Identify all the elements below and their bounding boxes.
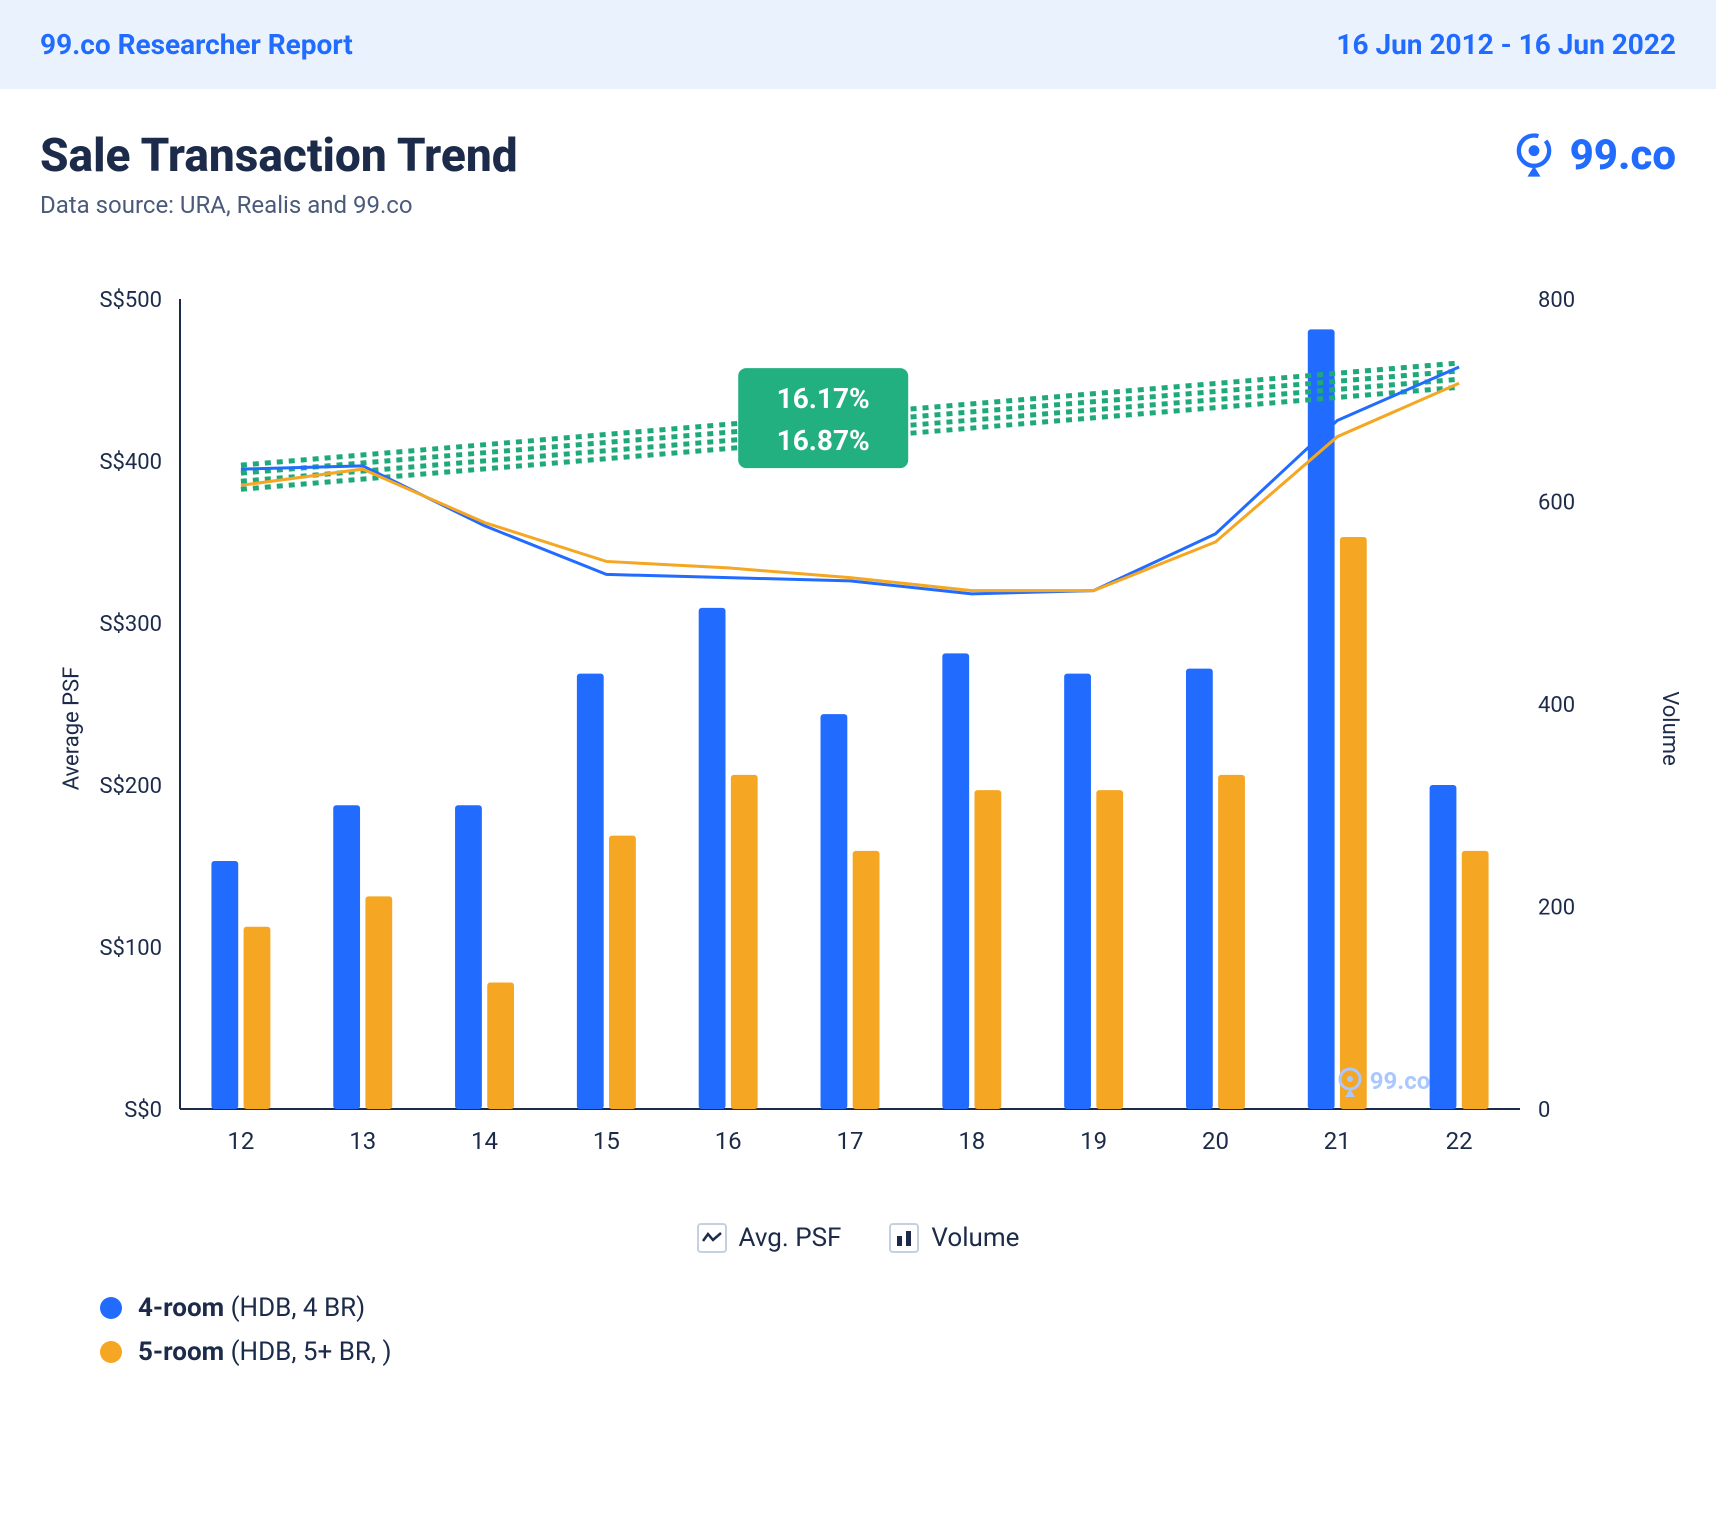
legend-avg-psf-label: Avg. PSF	[739, 1223, 842, 1253]
svg-text:22: 22	[1446, 1127, 1473, 1155]
svg-text:21: 21	[1324, 1127, 1351, 1155]
bar	[853, 851, 880, 1109]
legend-volume: Volume	[889, 1223, 1019, 1253]
chart-type-legend: Avg. PSF Volume	[0, 1203, 1716, 1293]
series-4room-detail: (HDB, 4 BR)	[231, 1293, 366, 1323]
svg-text:20: 20	[1202, 1127, 1229, 1155]
bar	[731, 775, 758, 1109]
svg-text:800: 800	[1538, 288, 1575, 313]
svg-text:17: 17	[837, 1127, 864, 1155]
bar	[974, 790, 1001, 1109]
svg-text:13: 13	[349, 1127, 376, 1155]
title-row: Sale Transaction Trend Data source: URA,…	[0, 89, 1716, 229]
bar	[942, 653, 969, 1109]
series-5room-dot	[100, 1341, 122, 1363]
bar	[1186, 669, 1213, 1109]
page-title: Sale Transaction Trend	[40, 129, 518, 183]
bar	[1096, 790, 1123, 1109]
trend-label: 16.87%	[777, 424, 870, 457]
chart-container: Average PSF Volume S$0 S$100 S$200 S$300 S$4…	[0, 229, 1716, 1203]
watermark: 99.co	[1370, 1067, 1431, 1095]
y-axis-right-label: Volume	[1656, 691, 1681, 766]
sale-trend-chart: S$0 S$100 S$200 S$300 S$400 S$500 0 200 400 600 80…	[40, 279, 1640, 1179]
series-legend: 4-room (HDB, 4 BR) 5-room (HDB, 5+ BR, )	[0, 1293, 1716, 1441]
legend-volume-label: Volume	[931, 1223, 1019, 1253]
svg-text:400: 400	[1538, 693, 1575, 718]
banner-date-range: 16 Jun 2012 - 16 Jun 2022	[1336, 28, 1676, 61]
bar	[365, 896, 392, 1109]
bar	[1218, 775, 1245, 1109]
svg-text:S$0: S$0	[124, 1098, 162, 1123]
svg-text:S$100: S$100	[99, 936, 162, 961]
svg-text:19: 19	[1080, 1127, 1107, 1155]
title-block: Sale Transaction Trend Data source: URA,…	[40, 129, 518, 219]
svg-text:S$200: S$200	[99, 774, 162, 799]
brand-logo: 99.co	[1508, 129, 1676, 181]
bar-icon	[889, 1223, 919, 1253]
bar	[1308, 329, 1335, 1109]
bar	[244, 927, 271, 1109]
series-4room-dot	[100, 1297, 122, 1319]
bar	[821, 714, 848, 1109]
series-4room-name: 4-room	[138, 1293, 224, 1323]
bar	[609, 836, 636, 1109]
svg-text:S$300: S$300	[99, 612, 162, 637]
svg-text:S$500: S$500	[99, 288, 162, 313]
bar	[1430, 785, 1457, 1109]
bar	[211, 861, 238, 1109]
svg-text:S$400: S$400	[99, 450, 162, 475]
svg-text:0: 0	[1538, 1098, 1550, 1123]
data-source: Data source: URA, Realis and 99.co	[40, 191, 518, 219]
trend-label: 16.17%	[777, 382, 870, 415]
y-axis-left-label: Average PSF	[59, 667, 84, 791]
series-5room-name: 5-room	[138, 1337, 224, 1367]
line-icon	[697, 1223, 727, 1253]
svg-text:600: 600	[1538, 491, 1575, 516]
report-banner: 99.co Researcher Report 16 Jun 2012 - 16…	[0, 0, 1716, 89]
series-5room-detail: (HDB, 5+ BR, )	[231, 1337, 392, 1367]
svg-text:14: 14	[471, 1127, 498, 1155]
legend-avg-psf: Avg. PSF	[697, 1223, 842, 1253]
bar	[577, 674, 604, 1109]
banner-title: 99.co Researcher Report	[40, 28, 353, 61]
svg-text:200: 200	[1538, 896, 1575, 921]
bar	[333, 805, 360, 1109]
bar	[487, 982, 514, 1109]
svg-text:12: 12	[227, 1127, 254, 1155]
bar	[455, 805, 482, 1109]
brand-text: 99.co	[1570, 131, 1676, 180]
svg-text:15: 15	[593, 1127, 620, 1155]
svg-text:16: 16	[715, 1127, 742, 1155]
bar	[1340, 537, 1367, 1109]
series-5room: 5-room (HDB, 5+ BR, )	[100, 1337, 1676, 1367]
series-4room: 4-room (HDB, 4 BR)	[100, 1293, 1676, 1323]
svg-text:18: 18	[958, 1127, 985, 1155]
bar	[1462, 851, 1489, 1109]
bar	[699, 608, 726, 1109]
brand-pin-icon	[1508, 129, 1560, 181]
bar	[1064, 674, 1091, 1109]
